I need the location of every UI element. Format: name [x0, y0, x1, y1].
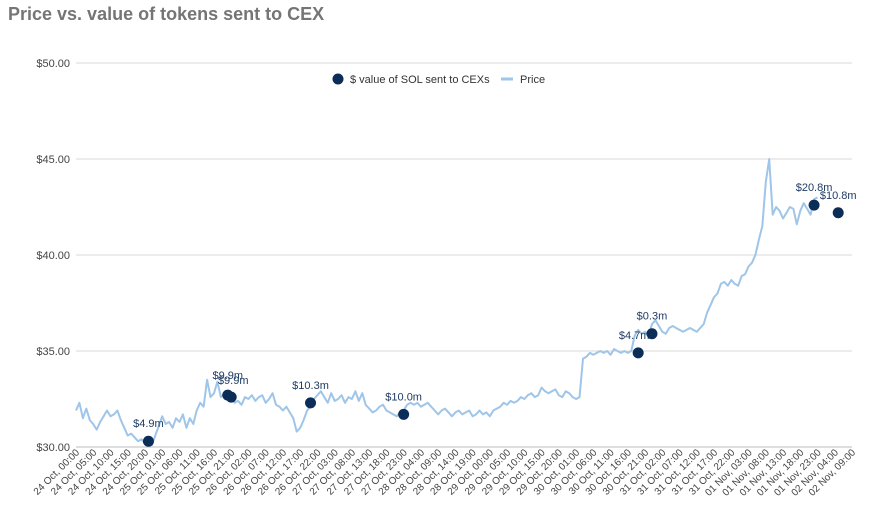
cex-dot	[632, 347, 644, 359]
cex-dot	[398, 408, 410, 420]
legend-label-price: Price	[520, 74, 545, 86]
cex-data-label: $10.3m	[292, 380, 329, 392]
cex-data-label: $9.9m	[218, 375, 249, 387]
y-tick-label: $35.00	[36, 346, 70, 358]
cex-dot	[646, 328, 658, 340]
price-line	[75, 158, 818, 447]
cex-dot	[142, 435, 154, 447]
y-tick-label: $50.00	[36, 58, 70, 70]
cex-dot	[225, 391, 237, 403]
y-tick-label: $40.00	[36, 250, 70, 262]
series-layer	[75, 158, 818, 447]
cex-data-label: $9.9m	[212, 370, 243, 382]
legend-dot-icon	[332, 73, 344, 85]
chart-title: Price vs. value of tokens sent to CEX	[8, 4, 325, 24]
cex-data-label: $20.8m	[796, 182, 833, 194]
cex-dot	[305, 397, 317, 409]
gridlines	[76, 62, 852, 448]
cex-data-label: $4.7m	[619, 330, 650, 342]
legend-label-cex: $ value of SOL sent to CEXs	[350, 74, 490, 86]
cex-data-label: $10.0m	[385, 391, 422, 403]
y-tick-label: $45.00	[36, 154, 70, 166]
cex-dot	[832, 207, 844, 219]
y-axis-ticks: $30.00 $35.00 $40.00 $45.00 $50.00	[36, 58, 70, 454]
cex-data-label: $4.9m	[133, 418, 164, 430]
legend: $ value of SOL sent to CEXs Price	[332, 73, 545, 86]
cex-dots-layer: $4.9m $9.9m$9.9m $10.3m $10.0m $4.7m $0.3m $20…	[133, 182, 857, 447]
y-tick-label: $30.00	[36, 442, 70, 454]
cex-dot	[808, 199, 820, 211]
cex-data-label: $10.8m	[820, 190, 857, 202]
cex-data-label: $0.3m	[637, 311, 668, 323]
